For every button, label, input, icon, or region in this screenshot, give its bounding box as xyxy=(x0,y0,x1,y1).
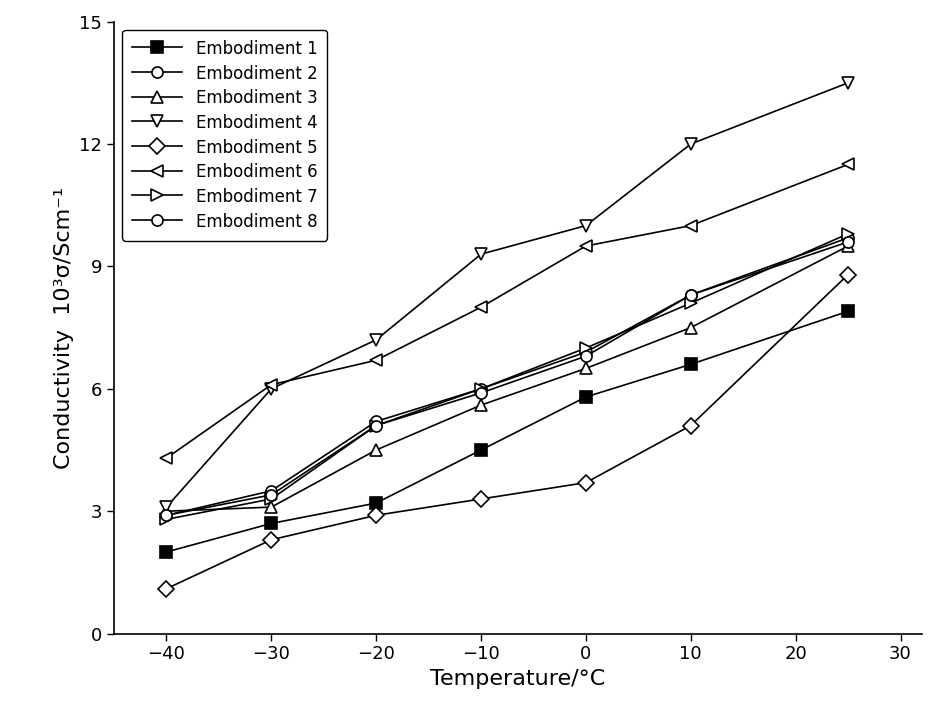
Embodiment 2 xyxy=(580,348,592,356)
Embodiment 6 xyxy=(161,454,172,462)
Embodiment 2 xyxy=(266,487,277,495)
Embodiment 3 xyxy=(161,507,172,516)
Embodiment 1 xyxy=(161,548,172,557)
Embodiment 7 xyxy=(161,515,172,523)
Embodiment 5 xyxy=(475,495,486,503)
Line: Embodiment 2: Embodiment 2 xyxy=(161,233,854,521)
Embodiment 1 xyxy=(580,392,592,401)
Embodiment 5 xyxy=(580,478,592,487)
Embodiment 4 xyxy=(685,140,696,148)
Embodiment 6 xyxy=(580,242,592,251)
Line: Embodiment 6: Embodiment 6 xyxy=(161,159,854,464)
Embodiment 5 xyxy=(266,536,277,544)
Embodiment 3 xyxy=(685,323,696,332)
Embodiment 1 xyxy=(685,360,696,369)
Embodiment 3 xyxy=(580,364,592,373)
Line: Embodiment 1: Embodiment 1 xyxy=(161,306,854,557)
Embodiment 4 xyxy=(266,384,277,393)
Y-axis label: Conductivity  10³σ/Scm⁻¹: Conductivity 10³σ/Scm⁻¹ xyxy=(54,186,74,469)
Embodiment 2 xyxy=(475,384,486,393)
Embodiment 8 xyxy=(266,490,277,499)
Line: Embodiment 7: Embodiment 7 xyxy=(161,228,854,525)
Embodiment 2 xyxy=(370,417,382,426)
Embodiment 1 xyxy=(475,446,486,454)
Embodiment 7 xyxy=(475,384,486,393)
Embodiment 4 xyxy=(580,221,592,230)
Embodiment 6 xyxy=(685,221,696,230)
Embodiment 6 xyxy=(370,356,382,364)
Embodiment 5 xyxy=(843,270,854,279)
Line: Embodiment 5: Embodiment 5 xyxy=(161,269,854,594)
Embodiment 1 xyxy=(370,499,382,508)
Embodiment 3 xyxy=(266,503,277,511)
Line: Embodiment 3: Embodiment 3 xyxy=(161,240,854,517)
Embodiment 7 xyxy=(685,299,696,307)
X-axis label: Temperature/°C: Temperature/°C xyxy=(430,669,605,689)
Embodiment 8 xyxy=(685,291,696,300)
Embodiment 2 xyxy=(843,233,854,242)
Line: Embodiment 8: Embodiment 8 xyxy=(161,236,854,521)
Legend: Embodiment 1, Embodiment 2, Embodiment 3, Embodiment 4, Embodiment 5, Embodiment: Embodiment 1, Embodiment 2, Embodiment 3… xyxy=(123,30,328,240)
Embodiment 8 xyxy=(370,421,382,430)
Embodiment 5 xyxy=(161,585,172,593)
Embodiment 6 xyxy=(843,160,854,168)
Embodiment 3 xyxy=(475,401,486,410)
Embodiment 8 xyxy=(475,389,486,397)
Embodiment 4 xyxy=(161,503,172,511)
Line: Embodiment 4: Embodiment 4 xyxy=(161,77,854,513)
Embodiment 2 xyxy=(685,291,696,300)
Embodiment 8 xyxy=(580,352,592,361)
Embodiment 7 xyxy=(843,230,854,238)
Embodiment 4 xyxy=(475,250,486,258)
Embodiment 1 xyxy=(843,307,854,315)
Embodiment 1 xyxy=(266,519,277,528)
Embodiment 2 xyxy=(161,511,172,520)
Embodiment 7 xyxy=(266,495,277,503)
Embodiment 6 xyxy=(266,380,277,389)
Embodiment 3 xyxy=(843,242,854,251)
Embodiment 8 xyxy=(843,238,854,246)
Embodiment 6 xyxy=(475,303,486,312)
Embodiment 5 xyxy=(370,511,382,520)
Embodiment 4 xyxy=(843,78,854,87)
Embodiment 5 xyxy=(685,421,696,430)
Embodiment 7 xyxy=(580,343,592,352)
Embodiment 4 xyxy=(370,336,382,344)
Embodiment 7 xyxy=(370,421,382,430)
Embodiment 3 xyxy=(370,446,382,454)
Embodiment 8 xyxy=(161,511,172,520)
